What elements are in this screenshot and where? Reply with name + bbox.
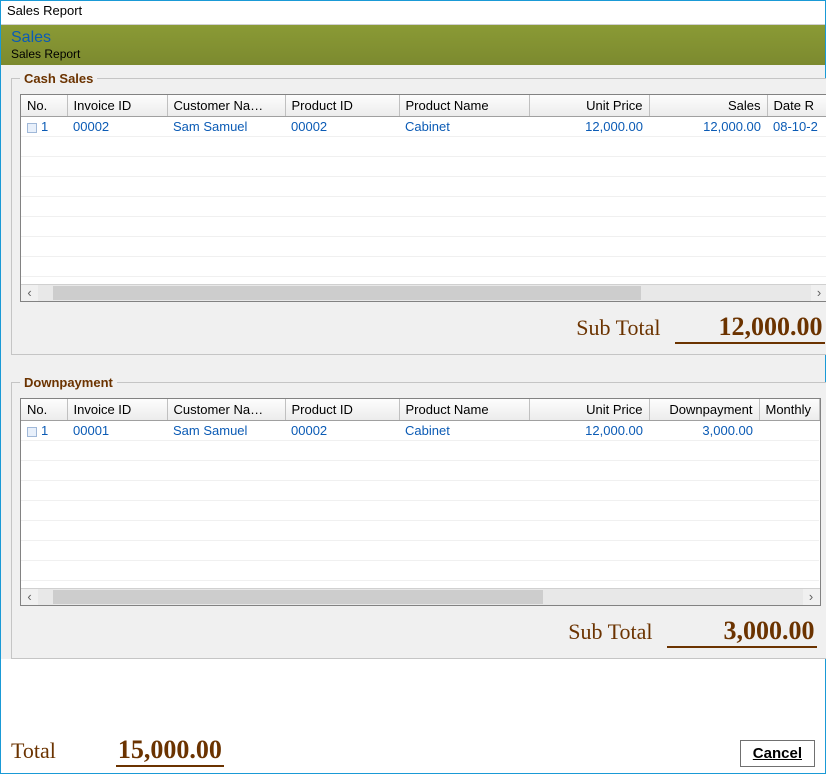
column-header[interactable]: Sales bbox=[649, 95, 767, 117]
cell: Cabinet bbox=[399, 421, 529, 441]
row-icon bbox=[27, 427, 37, 437]
cell: 3,000.00 bbox=[649, 421, 759, 441]
total-label: Total bbox=[11, 738, 56, 764]
scroll-thumb[interactable] bbox=[53, 590, 542, 604]
scroll-right-icon[interactable]: › bbox=[811, 285, 826, 301]
cell: Cabinet bbox=[399, 117, 529, 137]
row-icon bbox=[27, 123, 37, 133]
cell: 00001 bbox=[67, 421, 167, 441]
table-row-empty bbox=[21, 177, 826, 197]
downpayment-legend: Downpayment bbox=[20, 375, 117, 390]
cancel-button[interactable]: Cancel bbox=[740, 740, 815, 767]
table-row-empty bbox=[21, 521, 819, 541]
scroll-track[interactable] bbox=[38, 589, 803, 605]
column-header[interactable]: Downpayment bbox=[649, 399, 759, 421]
cell: 12,000.00 bbox=[649, 117, 767, 137]
cash-sales-legend: Cash Sales bbox=[20, 71, 97, 86]
table-row-empty bbox=[21, 237, 826, 257]
column-header[interactable]: Unit Price bbox=[529, 95, 649, 117]
footer: Total 15,000.00 Cancel bbox=[11, 735, 815, 767]
cell: 1 bbox=[21, 117, 67, 137]
table-row-empty bbox=[21, 157, 826, 177]
total-value: 15,000.00 bbox=[116, 735, 224, 767]
column-header[interactable]: Invoice ID bbox=[67, 399, 167, 421]
column-header[interactable]: Invoice ID bbox=[67, 95, 167, 117]
cash-sales-grid[interactable]: No.Invoice IDCustomer Na…Product IDProdu… bbox=[20, 94, 826, 302]
cell: Sam Samuel bbox=[167, 117, 285, 137]
scroll-left-icon[interactable]: ‹ bbox=[21, 285, 38, 301]
window-titlebar: Sales Report bbox=[1, 1, 825, 25]
scroll-right-icon[interactable]: › bbox=[803, 589, 820, 605]
scroll-thumb[interactable] bbox=[53, 286, 640, 300]
cell: 00002 bbox=[285, 117, 399, 137]
column-header[interactable]: Product Name bbox=[399, 95, 529, 117]
column-header[interactable]: Date R bbox=[767, 95, 826, 117]
subtotal-label: Sub Total bbox=[576, 315, 660, 341]
scroll-left-icon[interactable]: ‹ bbox=[21, 589, 38, 605]
downpayment-grid[interactable]: No.Invoice IDCustomer Na…Product IDProdu… bbox=[20, 398, 821, 606]
table-row-empty bbox=[21, 481, 819, 501]
cell: 1 bbox=[21, 421, 67, 441]
column-header[interactable]: Product ID bbox=[285, 399, 399, 421]
cell: Sam Samuel bbox=[167, 421, 285, 441]
table-row-empty bbox=[21, 541, 819, 561]
column-header[interactable]: Product ID bbox=[285, 95, 399, 117]
column-header[interactable]: Monthly bbox=[759, 399, 819, 421]
banner-heading: Sales bbox=[11, 29, 815, 47]
column-header[interactable]: Unit Price bbox=[529, 399, 649, 421]
table-row-empty bbox=[21, 197, 826, 217]
content-area: Cash Sales No.Invoice IDCustomer Na…Prod… bbox=[1, 65, 825, 659]
table-row-empty bbox=[21, 561, 819, 581]
banner: Sales Sales Report bbox=[1, 25, 825, 65]
cell bbox=[759, 421, 819, 441]
table-header-row: No.Invoice IDCustomer Na…Product IDProdu… bbox=[21, 95, 826, 117]
table-row-empty bbox=[21, 257, 826, 277]
subtotal-label: Sub Total bbox=[568, 619, 652, 645]
cash-sales-hscrollbar[interactable]: ‹ › bbox=[21, 284, 826, 301]
cell: 00002 bbox=[285, 421, 399, 441]
column-header[interactable]: No. bbox=[21, 399, 67, 421]
table-row-empty bbox=[21, 461, 819, 481]
table-row-empty bbox=[21, 137, 826, 157]
subtotal-value: 12,000.00 bbox=[675, 312, 825, 344]
cash-sales-group: Cash Sales No.Invoice IDCustomer Na…Prod… bbox=[11, 71, 826, 355]
table-row[interactable]: 100002Sam Samuel00002Cabinet12,000.0012,… bbox=[21, 117, 826, 137]
subtotal-value: 3,000.00 bbox=[667, 616, 817, 648]
cell: 12,000.00 bbox=[529, 421, 649, 441]
cell: 12,000.00 bbox=[529, 117, 649, 137]
table-row[interactable]: 100001Sam Samuel00002Cabinet12,000.003,0… bbox=[21, 421, 819, 441]
table-row-empty bbox=[21, 501, 819, 521]
table-row-empty bbox=[21, 441, 819, 461]
window-title: Sales Report bbox=[7, 3, 82, 18]
table-row-empty bbox=[21, 217, 826, 237]
column-header[interactable]: Customer Na… bbox=[167, 399, 285, 421]
scroll-track[interactable] bbox=[38, 285, 811, 301]
cell: 08-10-2 bbox=[767, 117, 826, 137]
cell: 00002 bbox=[67, 117, 167, 137]
cash-sales-subtotal: Sub Total 12,000.00 bbox=[20, 302, 826, 348]
downpayment-subtotal: Sub Total 3,000.00 bbox=[20, 606, 821, 652]
downpayment-group: Downpayment No.Invoice IDCustomer Na…Pro… bbox=[11, 375, 826, 659]
column-header[interactable]: Product Name bbox=[399, 399, 529, 421]
downpayment-hscrollbar[interactable]: ‹ › bbox=[21, 588, 820, 605]
column-header[interactable]: Customer Na… bbox=[167, 95, 285, 117]
banner-subheading: Sales Report bbox=[11, 47, 815, 61]
column-header[interactable]: No. bbox=[21, 95, 67, 117]
table-header-row: No.Invoice IDCustomer Na…Product IDProdu… bbox=[21, 399, 819, 421]
